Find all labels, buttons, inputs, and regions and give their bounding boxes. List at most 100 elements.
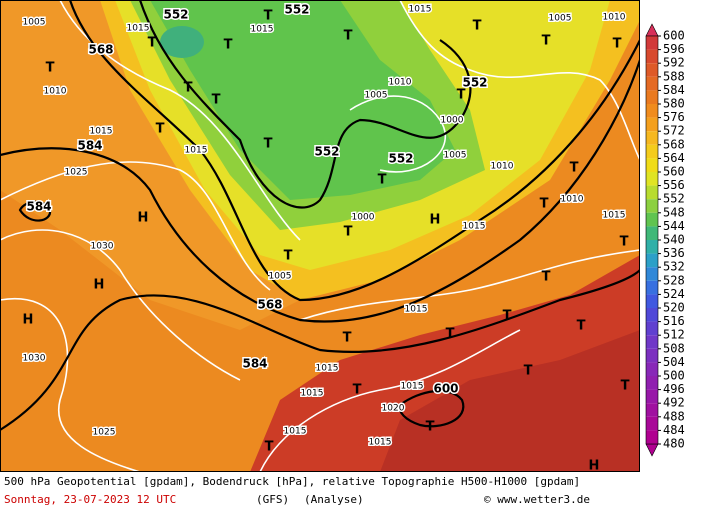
legend-swatch [646, 416, 658, 431]
isobar-label: 1015 [90, 127, 113, 137]
legend-swatch [646, 280, 658, 295]
isobar-label: 1005 [269, 272, 292, 282]
legend-swatch [646, 144, 658, 159]
pressure-center: H [138, 211, 149, 226]
legend-swatch [646, 158, 658, 172]
pressure-center: T [265, 440, 274, 455]
legend-swatch [646, 389, 658, 404]
pressure-center: T [284, 249, 293, 264]
legend-label: 484 [663, 423, 685, 437]
legend-label: 560 [663, 165, 685, 179]
pressure-center: T [620, 235, 629, 250]
legend-swatch [646, 76, 658, 91]
geopotential-label: 552 [388, 152, 413, 166]
isobar-label: 1000 [441, 116, 464, 126]
isobar-label: 1005 [365, 91, 388, 101]
isobar-label: 1005 [549, 14, 572, 24]
legend-label: 488 [663, 409, 685, 423]
isobar-label: 1000 [352, 213, 375, 223]
color-legend: 6005965925885845805765725685645605565525… [645, 23, 685, 457]
isobar-label: 1015 [463, 222, 486, 232]
map-field [0, 0, 640, 472]
isobars [0, 0, 640, 472]
legend-label: 512 [663, 328, 685, 342]
isobar-label: 1015 [251, 25, 274, 35]
legend-label: 580 [663, 97, 685, 111]
legend-swatch [646, 362, 658, 376]
pressure-center: H [589, 459, 600, 474]
legend-swatch [646, 63, 658, 77]
legend-swatch [646, 117, 658, 132]
footer-source: © www.wetter3.de [484, 493, 590, 506]
pressure-center: T [457, 88, 466, 103]
isobar-label: 1015 [401, 382, 424, 392]
pressure-center: T [542, 34, 551, 49]
isobar-label: 1025 [65, 168, 88, 178]
legend-swatch [646, 376, 658, 390]
pressure-center: T [148, 36, 157, 51]
isobar-label: 1005 [23, 18, 46, 28]
legend-label: 524 [663, 287, 685, 301]
pressure-center: T [577, 319, 586, 334]
legend-label: 492 [663, 396, 685, 410]
footer-run: (Analyse) [304, 493, 364, 506]
pressure-center: T [224, 38, 233, 53]
pressure-center: T [212, 93, 221, 108]
isobar-label: 1025 [93, 428, 116, 438]
geopotential-label: 552 [163, 8, 188, 22]
legend-swatch [646, 348, 658, 363]
legend-swatch [646, 308, 658, 322]
footer-model: (GFS) [256, 493, 289, 506]
legend-label: 556 [663, 178, 685, 192]
legend-label: 532 [663, 260, 685, 274]
pressure-center: T [613, 37, 622, 52]
pressure-center: T [343, 331, 352, 346]
isobar-label: 1015 [316, 364, 339, 374]
pressure-center: T [378, 173, 387, 188]
pressure-center: T [542, 270, 551, 285]
legend-label: 504 [663, 355, 685, 369]
pressure-center: T [46, 61, 55, 76]
isobar-label: 1015 [301, 389, 324, 399]
legend-label: 520 [663, 301, 685, 315]
legend-swatch [646, 49, 658, 64]
pressure-center: T [621, 379, 630, 394]
geopotential-label: 584 [242, 357, 267, 371]
legend-swatch [646, 104, 658, 118]
legend-swatch [646, 185, 658, 200]
legend-label: 596 [663, 42, 685, 56]
pressure-center: H [94, 278, 105, 293]
legend-label: 496 [663, 382, 685, 396]
legend-swatch [646, 240, 658, 254]
legend-label: 516 [663, 314, 685, 328]
geopotential-label: 552 [284, 3, 309, 17]
pressure-center: T [264, 137, 273, 152]
isobar-label: 1010 [561, 195, 584, 205]
pressure-center: T [540, 197, 549, 212]
legend-label: 572 [663, 124, 685, 138]
legend-label: 536 [663, 246, 685, 260]
pressure-center: T [426, 420, 435, 435]
legend-label: 548 [663, 205, 685, 219]
isobar-label: 1010 [603, 13, 626, 23]
geopotential-label: 552 [462, 76, 487, 90]
legend-arrow-bottom [645, 443, 659, 457]
footer-description: 500 hPa Geopotential [gpdam], Bodendruck… [4, 475, 580, 488]
geopotential-label: 568 [257, 298, 282, 312]
legend-label: 600 [663, 29, 685, 43]
isobar-label: 1030 [91, 242, 114, 252]
legend-swatch [646, 294, 658, 308]
geopotential-label: 600 [433, 382, 458, 396]
legend-swatch [646, 321, 658, 336]
isobar-label: 1015 [185, 146, 208, 156]
isobar-label: 1020 [382, 404, 405, 414]
legend-label: 584 [663, 83, 685, 97]
pressure-center: T [184, 81, 193, 96]
geopotential-label: 568 [88, 43, 113, 57]
geopotential-label: 552 [314, 145, 339, 159]
legend-label: 508 [663, 341, 685, 355]
legend-label: 500 [663, 369, 685, 383]
